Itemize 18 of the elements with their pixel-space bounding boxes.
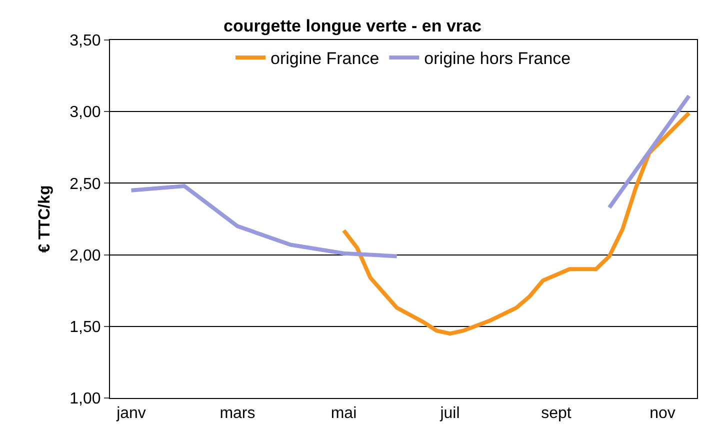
legend-label: origine hors France bbox=[424, 49, 571, 68]
y-tick-label: 1,50 bbox=[70, 319, 101, 336]
y-tick-label: 3,50 bbox=[70, 32, 101, 50]
x-tick-label: juil bbox=[439, 405, 460, 422]
x-tick-label: mars bbox=[220, 405, 256, 422]
y-tick-label: 2,50 bbox=[70, 176, 101, 193]
line-series bbox=[342, 111, 692, 336]
line-series bbox=[129, 184, 399, 258]
legend-label: origine France bbox=[270, 49, 380, 68]
x-tick-label: nov bbox=[650, 405, 676, 422]
y-tick-label: 2,00 bbox=[70, 247, 101, 264]
y-tick-label: 3,00 bbox=[70, 104, 101, 122]
x-tick-label: janv bbox=[116, 405, 146, 422]
x-tick-label: sept bbox=[541, 405, 572, 422]
chart-title: courgette longue verte - en vrac bbox=[224, 16, 482, 36]
x-tick-label: mai bbox=[330, 405, 357, 422]
y-tick-label: 1,00 bbox=[70, 390, 101, 408]
y-axis-title: € TTC/kg bbox=[36, 185, 54, 253]
